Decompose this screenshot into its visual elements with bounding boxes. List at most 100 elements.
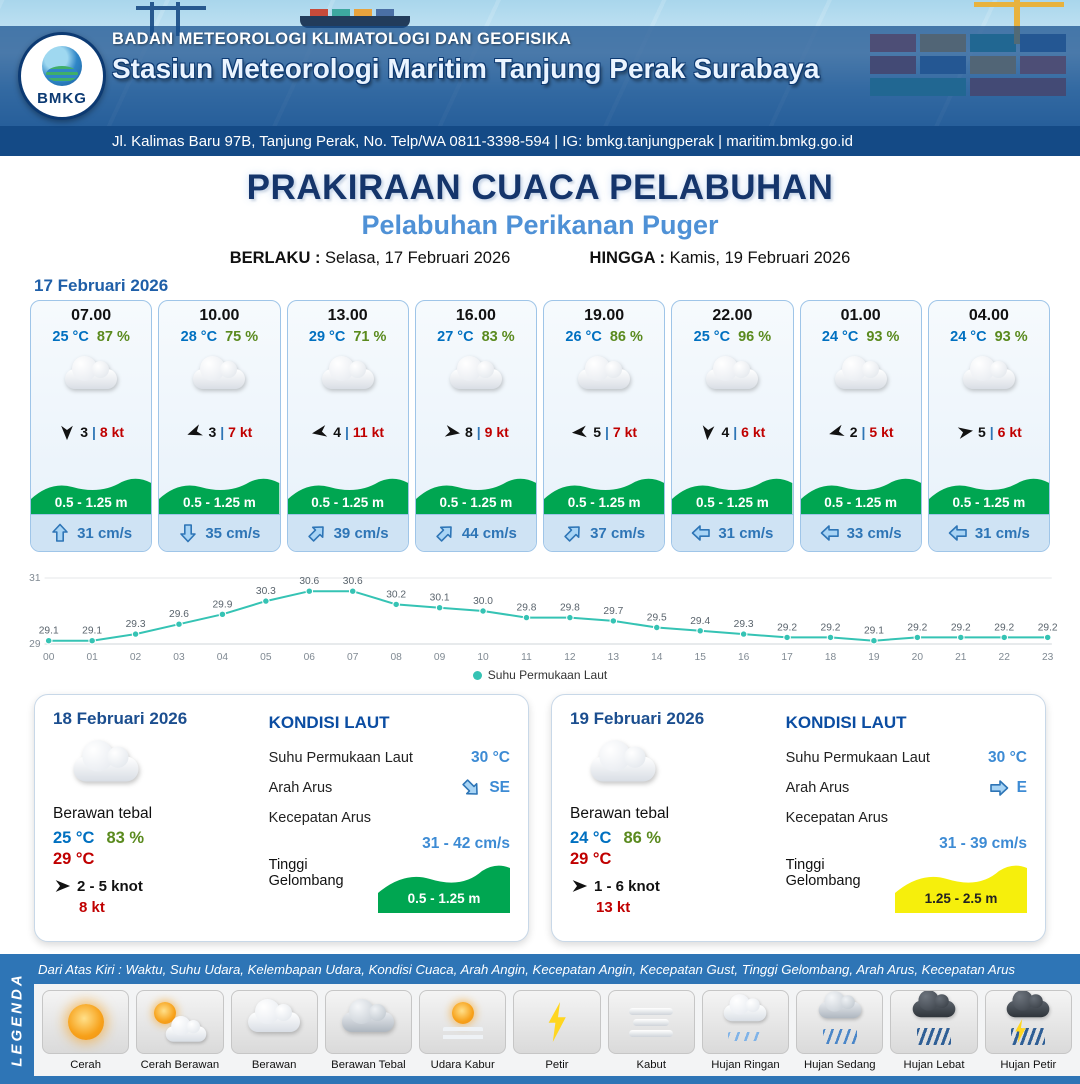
svg-text:29.6: 29.6 [169,609,189,620]
station-name: Stasiun Meteorologi Maritim Tanjung Pera… [112,53,820,84]
forecast-card: 16.00 27 °C 83 % 8 | 9 kt 0.5 - 1.25 m 44… [414,300,537,552]
cloud-icon [73,740,149,782]
current-speed-label: Kecepatan Arus [268,810,372,826]
svg-text:29.5: 29.5 [647,613,667,624]
svg-text:29.3: 29.3 [126,619,146,630]
cloud-icon [449,356,502,399]
summary-row: 18 Februari 2026 Berawan tebal 25 °C 83 … [34,694,1046,942]
cloud-icon [962,356,1015,399]
temp-min: 24 °C [570,829,612,847]
wind-speed: 4 [333,424,341,440]
cerah-icon [42,990,130,1054]
forecast-card: 13.00 29 °C 71 % 4 | 11 kt 0.5 - 1.25 m 3… [286,300,409,552]
forecast-card: 01.00 24 °C 93 % 2 | 5 kt 0.5 - 1.25 m 33… [799,300,922,552]
air-temp: 29 °C [308,329,346,345]
wind-range: 1 - 6 knot [594,877,660,895]
svg-text:29.9: 29.9 [212,599,232,610]
hingga-label: HINGGA : [589,249,665,267]
svg-text:30.6: 30.6 [343,576,363,587]
forecast-card: 19.00 26 °C 86 % 5 | 7 kt 0.5 - 1.25 m 37… [543,300,666,552]
svg-text:29.3: 29.3 [734,619,754,630]
current-direction-icon [948,525,967,541]
ship-illustration [300,9,410,28]
current-dir-label: Arah Arus [268,780,333,796]
hujan-lebat-icon [890,990,978,1054]
wave-height: 0.5 - 1.25 m [311,495,385,510]
wave-height-band: 0.5 - 1.25 m [928,469,1049,515]
humidity: 93 % [994,329,1028,345]
wind-speed: 2 [849,424,858,440]
forecast-card: 22.00 25 °C 96 % 4 | 6 kt 0.5 - 1.25 m 31… [671,300,794,552]
wind-gust: 13 kt [596,899,631,916]
current-speed: 31 cm/s [974,524,1030,542]
current-speed: 37 cm/s [590,524,646,542]
current-direction-icon [52,523,68,542]
air-temp: 26 °C [565,329,602,345]
weather-condition: Berawan tebal [53,805,153,822]
svg-text:29.2: 29.2 [951,622,971,633]
wave-height: 0.5 - 1.25 m [567,495,641,510]
cloud-icon [834,356,887,399]
legend-items: Cerah Cerah Berawan Berawan Berawan Teba… [42,990,1072,1071]
wind-gust: 7 kt [612,424,638,440]
current-row: 31 cm/s [672,514,793,551]
sst-label: Suhu Permukaan Laut [268,750,413,766]
svg-text:30.6: 30.6 [299,576,319,587]
forecast-card: 04.00 24 °C 93 % 5 | 6 kt 0.5 - 1.25 m 31… [927,300,1050,552]
wind-row: 4 | 6 kt [699,421,765,443]
air-temp: 28 °C [180,329,218,345]
humidity: 87 % [96,329,130,345]
legend-item: Hujan Lebat [890,990,978,1071]
address-text: Jl. Kalimas Baru 97B, Tanjung Perak, No.… [112,132,853,150]
cloud-icon [193,356,246,399]
legend-title-column: LEGENDA [0,954,34,1084]
svg-text:06: 06 [304,652,316,663]
cerah-berawan-icon [136,990,224,1054]
svg-text:15: 15 [695,652,707,663]
agency-name: BADAN METEOROLOGI KLIMATOLOGI DAN GEOFIS… [112,30,572,48]
wave-height: 0.5 - 1.25 m [952,495,1026,510]
svg-text:31: 31 [29,573,41,584]
svg-text:30.0: 30.0 [473,596,493,607]
svg-text:09: 09 [434,652,446,663]
legend-item: Hujan Ringan [701,990,790,1071]
cloud-icon [578,356,631,399]
wave-height-band: 0.5 - 1.25 m [800,469,921,515]
legend-item: Petir [513,990,601,1071]
temp-min: 25 °C [53,829,95,847]
forecast-cards-row: 07.00 25 °C 87 % 3 | 8 kt 0.5 - 1.25 m 31… [30,300,1050,552]
svg-text:29.8: 29.8 [517,603,537,614]
wave-height-band: 0.5 - 1.25 m [415,469,536,515]
summary-date: 18 Februari 2026 [53,709,188,728]
sst-label: Suhu Permukaan Laut [785,750,930,766]
wind-gust: 6 kt [997,424,1022,440]
legend-item: Kabut [607,990,695,1071]
svg-text:29.2: 29.2 [994,622,1014,633]
hujan-ringan-icon [701,990,790,1054]
wind-speed: 8 [464,424,473,440]
wave-height-graphic: 1.25 - 2.5 m [895,857,1027,913]
air-temp: 25 °C [52,329,89,345]
port-name: Pelabuhan Perikanan Puger [361,210,719,240]
wind-row: 5 | 6 kt [956,421,1022,443]
svg-text:14: 14 [651,652,663,663]
sea-title: KONDISI LAUT [785,713,907,732]
wind-speed: 4 [721,424,730,440]
udara-kabur-icon [419,990,507,1054]
wind-speed: 3 [80,424,88,440]
hujan-petir-icon [984,990,1072,1054]
current-row: 37 cm/s [544,514,665,551]
svg-text:23: 23 [1042,652,1054,663]
wind-gust: 11 kt [352,424,385,440]
legend-item: Berawan [230,990,318,1071]
current-direction-icon [436,526,452,542]
current-direction-icon [180,524,197,543]
berawan-tebal-icon [324,990,413,1054]
svg-text:12: 12 [564,652,576,663]
current-speed-value: 31 - 39 cm/s [939,835,1027,852]
sea-title: KONDISI LAUT [268,713,390,732]
current-speed: 33 cm/s [846,524,902,542]
current-direction: E [1016,779,1027,796]
wave-height: 0.5 - 1.25 m [824,495,898,510]
header-overlay [0,26,1080,128]
